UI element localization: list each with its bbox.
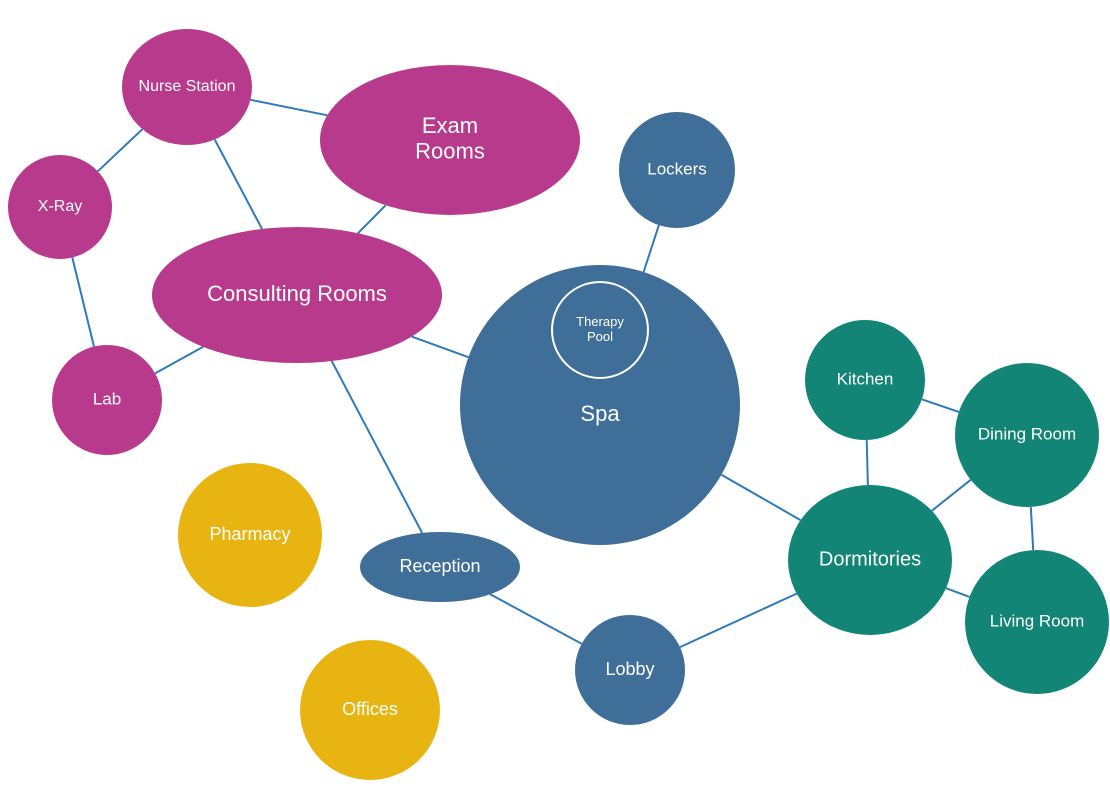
node-lab: Lab [52, 345, 162, 455]
node-label-lab: Lab [93, 389, 121, 408]
edge-exam-consulting [358, 205, 386, 233]
bubble-diagram: Nurse Station ExamRooms X-Ray Consulting Ro… [0, 0, 1110, 810]
edge-spa-dorms [721, 475, 800, 520]
node-label-xray: X-Ray [38, 198, 82, 215]
edge-consulting-spa [412, 337, 469, 358]
node-consulting: Consulting Rooms [152, 227, 442, 363]
edge-spa-lockers [644, 225, 659, 272]
node-reception: Reception [360, 532, 520, 602]
node-spa: Spa [460, 265, 740, 545]
node-xray: X-Ray [8, 155, 112, 259]
node-kitchen: Kitchen [805, 320, 925, 440]
node-label-nurse: Nurse Station [139, 78, 236, 95]
node-label-spa: Spa [580, 401, 620, 426]
node-label-pharmacy: Pharmacy [209, 524, 290, 544]
node-pharmacy: Pharmacy [178, 463, 322, 607]
node-living: Living Room [965, 550, 1109, 694]
node-nurse: Nurse Station [122, 29, 252, 145]
node-label-living: Living Room [990, 611, 1085, 630]
node-offices: Offices [300, 640, 440, 780]
node-label-exam-line1: Rooms [415, 138, 485, 163]
node-label-exam-line0: Exam [422, 113, 478, 138]
edge-dorms-dining [932, 480, 971, 511]
node-label-lockers: Lockers [647, 159, 707, 178]
edge-consulting-reception [332, 361, 422, 533]
node-label-therapy-line0: Therapy [576, 314, 624, 329]
node-lockers: Lockers [619, 112, 735, 228]
node-label-therapy-line1: Pool [587, 329, 613, 344]
node-label-dorms: Dormitories [819, 548, 921, 570]
edge-dorms-kitchen [867, 440, 868, 485]
edge-consulting-lab [155, 347, 203, 374]
node-label-lobby: Lobby [605, 659, 654, 679]
edge-nurse-exam [250, 100, 327, 116]
edge-nurse-consulting [215, 140, 262, 230]
node-label-offices: Offices [342, 699, 398, 719]
node-label-consulting: Consulting Rooms [207, 281, 387, 306]
edge-kitchen-dining [922, 399, 959, 412]
node-dining: Dining Room [955, 363, 1099, 507]
node-exam: ExamRooms [320, 65, 580, 215]
node-label-reception: Reception [399, 556, 480, 576]
edge-nurse-xray [98, 129, 143, 171]
edge-lobby-dorms [680, 594, 797, 648]
edge-dorms-living [946, 588, 970, 597]
edge-reception-lobby [490, 594, 581, 644]
node-label-kitchen: Kitchen [837, 369, 894, 388]
node-label-dining: Dining Room [978, 424, 1076, 443]
edge-dining-living [1031, 507, 1033, 550]
node-lobby: Lobby [575, 615, 685, 725]
node-dorms: Dormitories [788, 485, 952, 635]
edge-xray-lab [72, 258, 94, 347]
nodes-layer: Nurse Station ExamRooms X-Ray Consulting Ro… [8, 29, 1109, 780]
